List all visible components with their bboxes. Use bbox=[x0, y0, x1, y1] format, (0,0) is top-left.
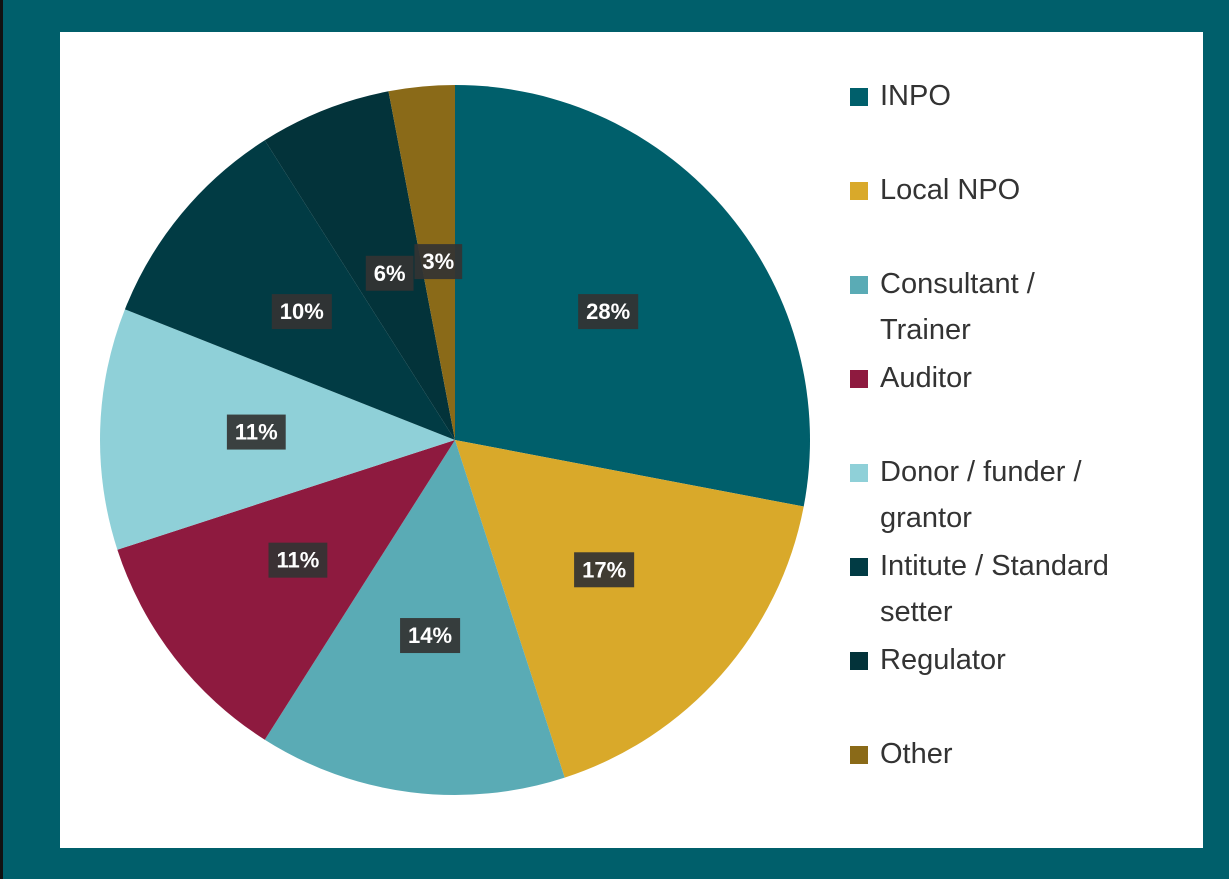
pie-slice bbox=[124, 140, 455, 440]
label-box bbox=[400, 618, 461, 654]
pie-slice bbox=[264, 440, 565, 795]
legend-swatch bbox=[850, 276, 868, 294]
legend-swatch bbox=[850, 182, 868, 200]
legend-label: Donor / funder / grantor bbox=[880, 456, 1082, 534]
data-label: 6% bbox=[365, 255, 414, 291]
data-label: 3% bbox=[414, 244, 463, 280]
pie-slice bbox=[455, 440, 804, 778]
data-label: 10% bbox=[271, 294, 332, 330]
label-box bbox=[268, 542, 328, 578]
legend-swatch bbox=[850, 464, 868, 482]
data-label: 11% bbox=[226, 414, 286, 450]
data-label: 17% bbox=[574, 552, 635, 588]
legend-label: Local NPO bbox=[880, 174, 1020, 206]
legend-label: Auditor bbox=[880, 362, 972, 394]
data-label-text: 11% bbox=[277, 548, 320, 573]
data-label-text: 6% bbox=[374, 261, 406, 286]
data-label-text: 14% bbox=[408, 623, 452, 648]
label-box bbox=[578, 294, 639, 330]
data-label-text: 11% bbox=[235, 420, 278, 445]
data-label-text: 28% bbox=[586, 299, 630, 324]
legend-swatch bbox=[850, 88, 868, 106]
legend-label: Regulator bbox=[880, 644, 1006, 676]
legend-label: Intitute / Standard setter bbox=[880, 550, 1109, 628]
data-label-text: 17% bbox=[582, 557, 626, 582]
legend-label: Other bbox=[880, 738, 953, 770]
pie-slice bbox=[264, 91, 455, 440]
data-label: 28% bbox=[578, 294, 639, 330]
data-label-text: 10% bbox=[280, 299, 324, 324]
pie-slice bbox=[117, 440, 455, 740]
legend-label: Consultant / Trainer bbox=[880, 268, 1036, 346]
label-box bbox=[414, 244, 463, 280]
legend-swatch bbox=[850, 652, 868, 670]
data-label: 11% bbox=[268, 542, 328, 578]
label-box bbox=[226, 414, 286, 450]
label-box bbox=[574, 552, 635, 588]
legend-swatch bbox=[850, 370, 868, 388]
frame-edge bbox=[0, 0, 3, 879]
label-box bbox=[271, 294, 332, 330]
data-label-text: 3% bbox=[422, 249, 454, 274]
data-label: 14% bbox=[400, 618, 461, 654]
legend-swatch bbox=[850, 558, 868, 576]
legend-swatch bbox=[850, 746, 868, 764]
legend-label: INPO bbox=[880, 80, 951, 112]
label-box bbox=[365, 255, 414, 291]
